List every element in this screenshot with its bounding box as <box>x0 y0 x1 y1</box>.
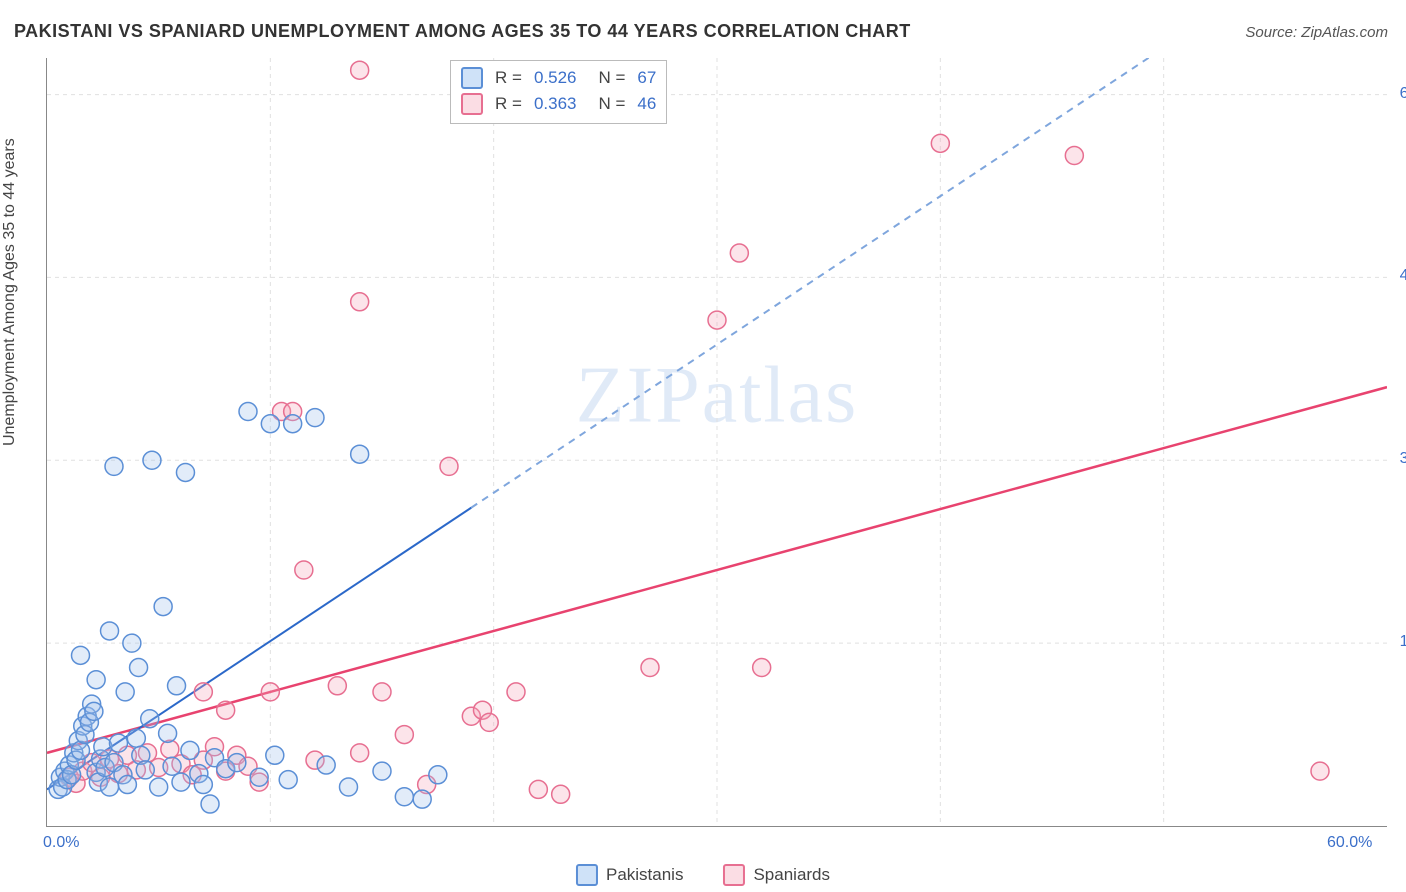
y-tick-label: 60.0% <box>1400 85 1406 103</box>
legend-label-pakistanis: Pakistanis <box>606 865 683 885</box>
source-credit: Source: ZipAtlas.com <box>1245 24 1388 41</box>
stat-key: N = <box>598 65 625 91</box>
legend-item-pakistanis: Pakistanis <box>576 864 683 886</box>
y-tick-label: 15.0% <box>1400 633 1406 651</box>
legend-item-spaniards: Spaniards <box>723 864 830 886</box>
bottom-legend: Pakistanis Spaniards <box>576 864 830 886</box>
swatch-pink-icon <box>723 864 745 886</box>
stat-row-spaniards: R = 0.363 N = 46 <box>461 91 656 117</box>
stat-n-pakistanis: 67 <box>637 65 656 91</box>
x-tick-label: 0.0% <box>43 834 79 852</box>
source-value: ZipAtlas.com <box>1301 24 1388 41</box>
stat-key: R = <box>495 91 522 117</box>
scatter-chart <box>47 58 1387 826</box>
stat-r-spaniards: 0.363 <box>534 91 577 117</box>
source-label: Source: <box>1245 24 1297 41</box>
swatch-blue-icon <box>576 864 598 886</box>
legend-label-spaniards: Spaniards <box>753 865 830 885</box>
stat-r-pakistanis: 0.526 <box>534 65 577 91</box>
page-title: PAKISTANI VS SPANIARD UNEMPLOYMENT AMONG… <box>14 21 911 42</box>
y-tick-label: 45.0% <box>1400 267 1406 285</box>
stat-legend: R = 0.526 N = 67 R = 0.363 N = 46 <box>450 60 667 124</box>
stat-row-pakistanis: R = 0.526 N = 67 <box>461 65 656 91</box>
swatch-pink-icon <box>461 93 483 115</box>
y-tick-label: 30.0% <box>1400 450 1406 468</box>
x-tick-label: 60.0% <box>1327 834 1372 852</box>
stat-key: R = <box>495 65 522 91</box>
stat-key: N = <box>598 91 625 117</box>
chart-plot-area: ZIPatlas 15.0%30.0%45.0%60.0%0.0%60.0% <box>46 58 1387 827</box>
y-axis-label: Unemployment Among Ages 35 to 44 years <box>1 138 19 446</box>
stat-n-spaniards: 46 <box>637 91 656 117</box>
swatch-blue-icon <box>461 67 483 89</box>
